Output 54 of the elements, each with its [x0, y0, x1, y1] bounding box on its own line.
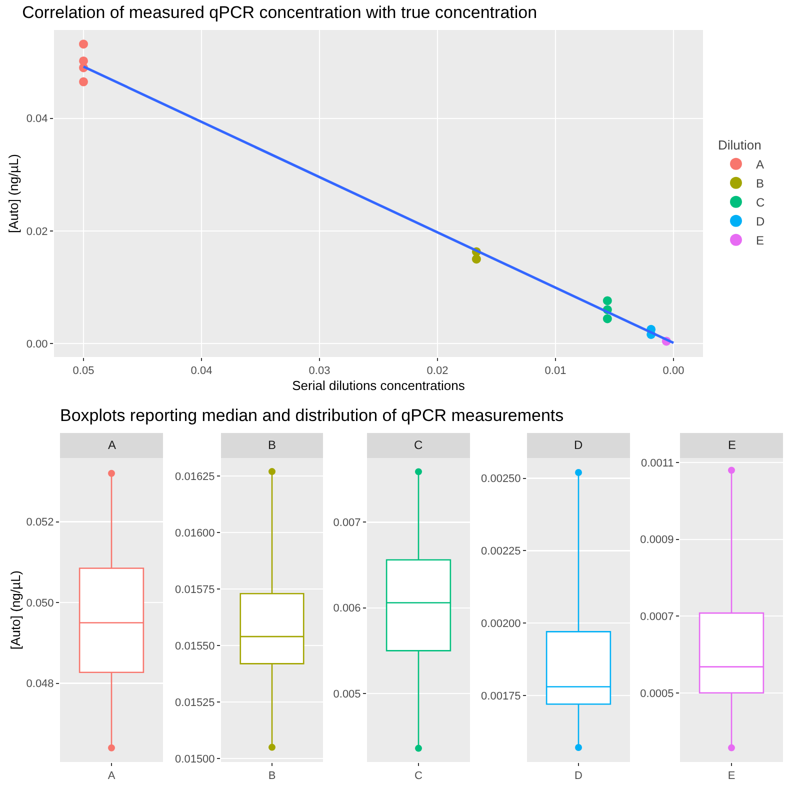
x-tick-label: 0.00	[662, 365, 684, 378]
x-tick-label: B	[268, 438, 276, 452]
legend-label: A	[756, 158, 764, 172]
y-tick-label: 0.005	[333, 688, 361, 700]
y-tick-label: 0.01550	[175, 640, 215, 652]
y-tick-label: 0.01525	[175, 696, 215, 709]
y-tick-label: 0.00175	[481, 690, 521, 702]
text: B	[268, 770, 276, 782]
y-axis-title: [Auto] (ng/µL)	[6, 154, 21, 234]
x-tick-label: 0.03	[308, 365, 330, 378]
y-tick-label: 0.00	[26, 338, 48, 350]
legend-label: C	[756, 196, 765, 210]
y-tick-label: 0.00225	[481, 546, 521, 558]
y-tick-label: 0.01500	[175, 753, 215, 766]
x-tick-label: A	[108, 438, 116, 452]
point	[602, 296, 612, 306]
legend-label: D	[756, 214, 765, 229]
text: C	[414, 770, 423, 782]
y-tick-label: 0.052	[26, 516, 54, 529]
y-axis-title: [Auto] (ng/µL)	[8, 570, 24, 650]
x-tick-label: C	[414, 438, 423, 452]
y-tick-label: 0.0011	[640, 457, 674, 470]
y-tick-label: 0.04	[26, 113, 48, 126]
y-tick-label: 0.00200	[481, 618, 521, 630]
x-tick-label: 0.01	[544, 365, 566, 378]
y-tick-label: 0.006	[333, 602, 361, 615]
y-tick-label: 0.01600	[175, 527, 215, 540]
y-tick-label: 0.0007	[640, 610, 674, 623]
x-tick-label: E	[728, 438, 736, 452]
point	[79, 77, 88, 86]
point	[79, 40, 88, 49]
x-tick-label: D	[574, 438, 583, 452]
y-tick-label: 0.0005	[640, 688, 674, 700]
y-tick-label: 0.0009	[640, 534, 674, 546]
text: D	[574, 770, 583, 782]
y-tick-label: 0.007	[333, 517, 361, 530]
legend-label: E	[756, 234, 764, 248]
y-tick-label: 0.048	[26, 678, 54, 690]
y-tick-label: 0.050	[26, 597, 54, 610]
y-tick-label: 0.01625	[175, 470, 215, 483]
point	[472, 254, 481, 264]
text: E	[728, 770, 736, 782]
x-tick-label: 0.05	[72, 365, 94, 378]
y-tick-label: 0.01575	[175, 584, 215, 596]
y-tick-label: 0.00250	[481, 473, 521, 486]
legend-label: B	[756, 176, 764, 191]
legend-title: Dilution	[718, 137, 762, 152]
text: A	[108, 770, 116, 782]
y-tick-label: 0.02	[26, 226, 48, 238]
point	[602, 314, 612, 324]
x-axis-title: Serial dilutions concentrations	[292, 378, 466, 393]
x-tick-label: 0.02	[426, 365, 448, 378]
chart-title: Correlation of measured qPCR concentration with true concentration	[22, 2, 538, 22]
text: Boxplots reporting median and distribution of qPCR measurements	[60, 406, 564, 426]
